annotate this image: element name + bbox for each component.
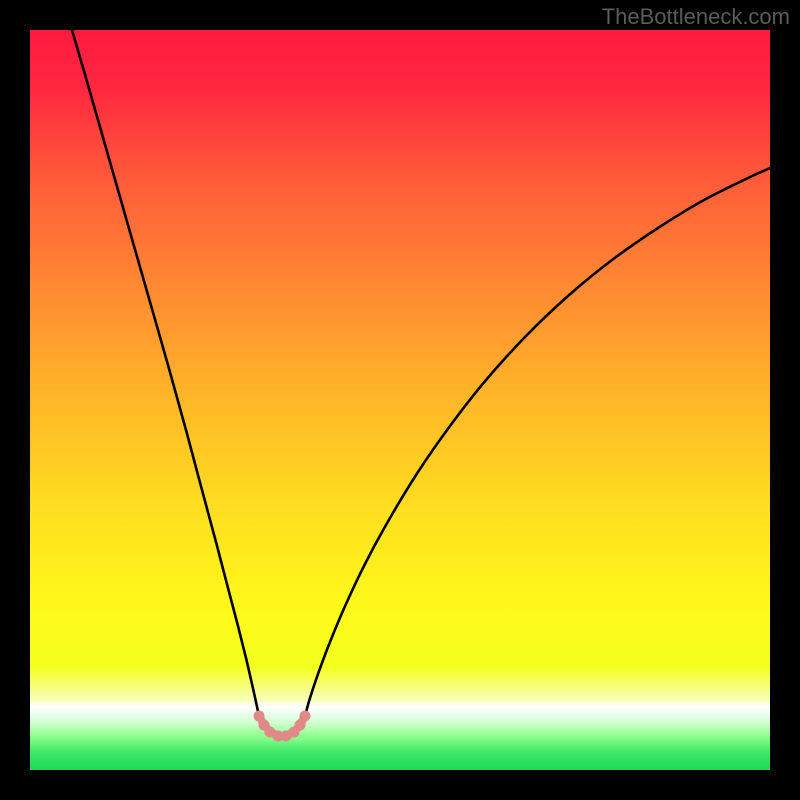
plot-area [30, 30, 770, 770]
watermark-text: TheBottleneck.com [602, 4, 790, 30]
bottleneck-curve [30, 30, 770, 770]
chart-canvas: TheBottleneck.com [0, 0, 800, 800]
